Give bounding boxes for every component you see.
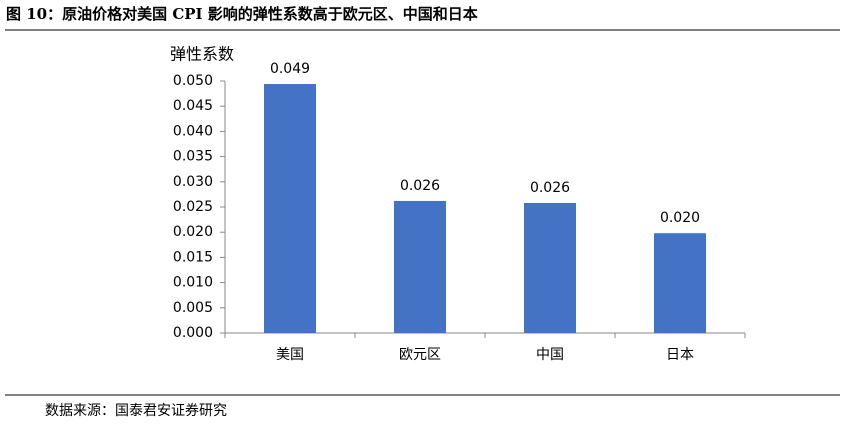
bar xyxy=(394,200,446,333)
source: 数据来源：国泰君安证券研究 xyxy=(45,403,227,419)
bar xyxy=(264,84,316,333)
x-tick-label: 欧元区 xyxy=(399,347,441,363)
y-tick-label: 0.025 xyxy=(173,199,213,215)
y-tick-label: 0.040 xyxy=(173,123,213,139)
bar xyxy=(524,202,576,333)
x-tick-label: 中国 xyxy=(536,347,564,363)
y-tick-label: 0.045 xyxy=(173,98,213,114)
y-tick-label: 0.035 xyxy=(173,149,213,165)
y-tick-label: 0.050 xyxy=(173,73,213,89)
y-tick-label: 0.010 xyxy=(173,275,213,291)
y-tick-label: 0.020 xyxy=(173,224,213,240)
value-label: 0.049 xyxy=(270,61,310,77)
y-tick-label: 0.030 xyxy=(173,174,213,190)
value-label: 0.026 xyxy=(400,178,440,194)
bar xyxy=(654,233,706,333)
y-tick-label: 0.015 xyxy=(173,249,213,265)
y-axis-label: 弹性系数 xyxy=(170,45,234,64)
y-tick-label: 0.005 xyxy=(173,300,213,316)
x-tick-label: 美国 xyxy=(276,347,304,363)
figure-title: 图 10：原油价格对美国 CPI 影响的弹性系数高于欧元区、中国和日本 xyxy=(6,5,478,23)
value-label: 0.026 xyxy=(530,180,570,196)
value-label: 0.020 xyxy=(660,210,700,226)
y-tick-label: 0.000 xyxy=(173,325,213,341)
x-tick-label: 日本 xyxy=(666,347,694,363)
